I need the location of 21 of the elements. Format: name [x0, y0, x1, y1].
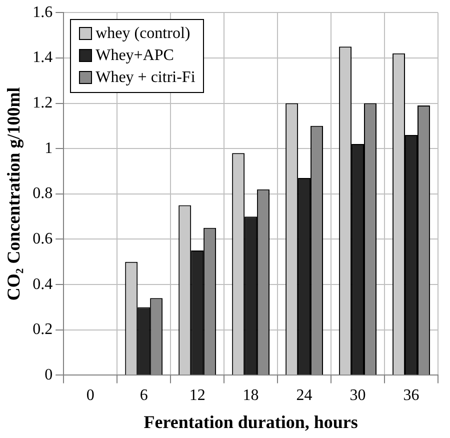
- x-tick-label: 30: [350, 387, 366, 404]
- x-tick-label: 18: [242, 387, 259, 404]
- x-tick-label: 24: [296, 387, 312, 404]
- x-axis-title: Ferentation duration, hours: [144, 412, 358, 432]
- y-tick-label: 0.4: [32, 276, 53, 293]
- y-tick-label: 0.8: [32, 185, 53, 202]
- y-tick-label: 1.2: [32, 94, 53, 112]
- y-tick-label: 0.2: [32, 321, 53, 338]
- x-tick-label: 36: [403, 387, 420, 404]
- legend-label: Whey+APC: [96, 46, 174, 66]
- x-tick-label: 12: [189, 387, 206, 404]
- legend-label: whey (control): [96, 24, 190, 44]
- y-tick-label: 1: [44, 140, 53, 157]
- y-tick-label: 1.4: [32, 49, 53, 66]
- y-tick-label: 0: [44, 366, 53, 384]
- y-tick-label: 0.6: [32, 230, 53, 248]
- y-tick-label: 1.6: [32, 4, 53, 21]
- x-tick-label: 6: [140, 387, 148, 404]
- x-tick-label: 0: [86, 387, 94, 404]
- y-axis-title: CO₂ Concentration g/100ml: [3, 87, 24, 301]
- legend-label: Whey + citri-Fi: [96, 68, 196, 88]
